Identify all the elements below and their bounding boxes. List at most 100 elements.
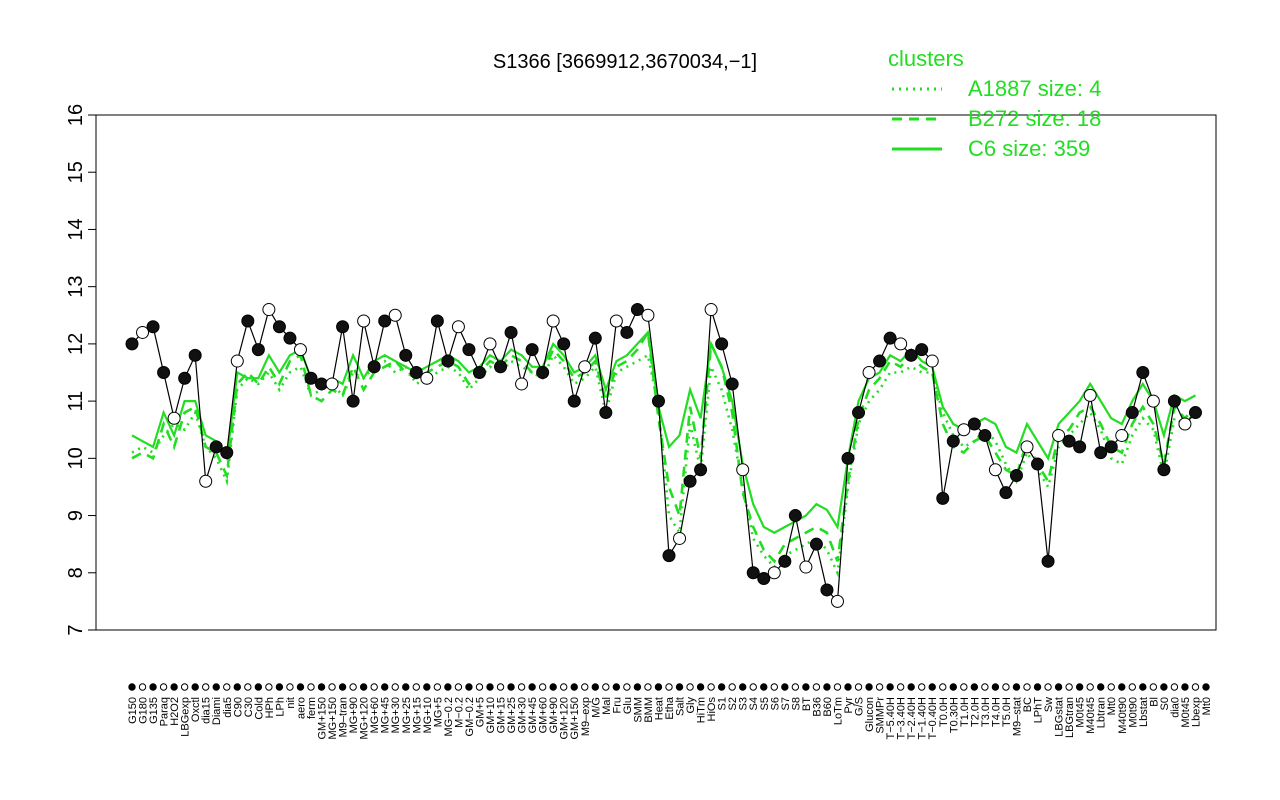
x-tick-label: M0t45 [1075,697,1087,728]
data-point [852,406,866,420]
x-tick-label: G135 [148,697,160,724]
data-point [673,531,687,545]
x-tick-label: C30 [243,697,255,717]
x-tick-label: S2 [727,697,739,710]
legend: clusters A1887 size: 4 B272 size: 18 C6 si… [888,46,1101,161]
data-point [1052,428,1066,442]
x-tick-label: GM+30 [517,697,529,733]
x-tick-label: T−2.40H [906,697,918,740]
x-marker [791,683,800,691]
data-point [1073,440,1087,454]
y-tick-label: 15 [65,161,87,183]
x-marker [317,683,326,691]
x-tick-label: Mt0 [1106,697,1118,715]
x-tick-label: T0.0H [938,697,950,727]
x-marker [675,683,684,691]
data-point [125,337,139,351]
x-marker [1128,683,1136,691]
data-point [167,411,181,425]
x-tick-label: Salt [675,697,687,716]
x-marker [212,683,220,691]
data-point [136,325,150,339]
x-marker [412,683,420,691]
x-marker [739,683,747,691]
x-tick-label: Heat [653,697,665,720]
x-marker [1191,683,1200,691]
data-point [1020,440,1034,454]
x-tick-label: M/G [590,697,602,718]
x-marker [875,683,884,691]
x-marker [1139,683,1147,691]
x-tick-label: T−5.40H [885,697,897,740]
data-point [788,509,802,523]
x-tick-label: S5 [759,697,771,710]
x-tick-label: H2O2 [169,697,181,726]
x-marker [1107,683,1115,691]
data-point [272,320,286,334]
x-marker [949,683,957,691]
x-marker [402,683,410,691]
x-tick-label: BC [1022,697,1034,712]
x-tick-label: M9–exp [580,697,592,736]
x-tick-label: LoTm [832,697,844,725]
x-tick-label: ferm [306,697,318,719]
data-point [830,594,844,608]
data-point [641,308,655,322]
x-marker [159,683,168,691]
data-point [1104,440,1118,454]
data-point [904,348,918,362]
x-marker [886,683,894,691]
x-marker [170,683,178,691]
x-marker [486,683,494,691]
x-marker [802,683,810,691]
data-point [767,566,781,580]
x-marker [138,683,147,691]
x-marker [1181,683,1189,691]
x-tick-label: C90 [232,697,244,717]
x-marker [1202,683,1210,691]
x-marker [254,683,263,691]
data-point [399,348,413,362]
y-tick-label: 7 [65,624,87,635]
x-marker [823,683,831,691]
x-marker [349,683,357,691]
x-marker [833,683,842,691]
x-marker [1054,683,1063,691]
data-point [1125,406,1139,420]
data-point [999,486,1013,500]
x-tick-label: nit [285,697,297,709]
data-point [778,554,792,568]
data-point [1178,417,1192,431]
x-tick-label: MG+10 [422,697,434,733]
points-layer [125,303,1202,608]
x-marker [581,683,589,691]
data-point [451,320,465,334]
data-point [799,560,813,574]
x-marker [1065,683,1073,691]
x-tick-label: dia15 [201,697,213,724]
x-marker [538,683,547,691]
x-tick-label: Pyr [843,697,855,714]
data-point [557,337,571,351]
x-marker [633,683,642,691]
x-marker [918,683,926,691]
x-marker [760,683,768,691]
x-marker [844,683,852,691]
x-marker [128,683,136,691]
data-point [378,314,392,328]
x-marker [244,683,252,691]
x-marker [475,683,484,691]
x-marker [338,683,347,691]
data-point [1167,394,1181,408]
x-marker [602,683,610,691]
y-tick-label: 13 [65,276,87,298]
x-tick-label: BT [801,697,813,711]
x-tick-label: M9–stat [1011,697,1023,736]
y-tick-label: 8 [65,567,87,578]
x-marker [370,683,378,691]
x-tick-label: T3.0H [980,697,992,727]
data-point [736,463,750,477]
y-tick-label: 9 [65,510,87,521]
data-point [441,354,455,368]
x-tick-label: aero [295,697,307,719]
